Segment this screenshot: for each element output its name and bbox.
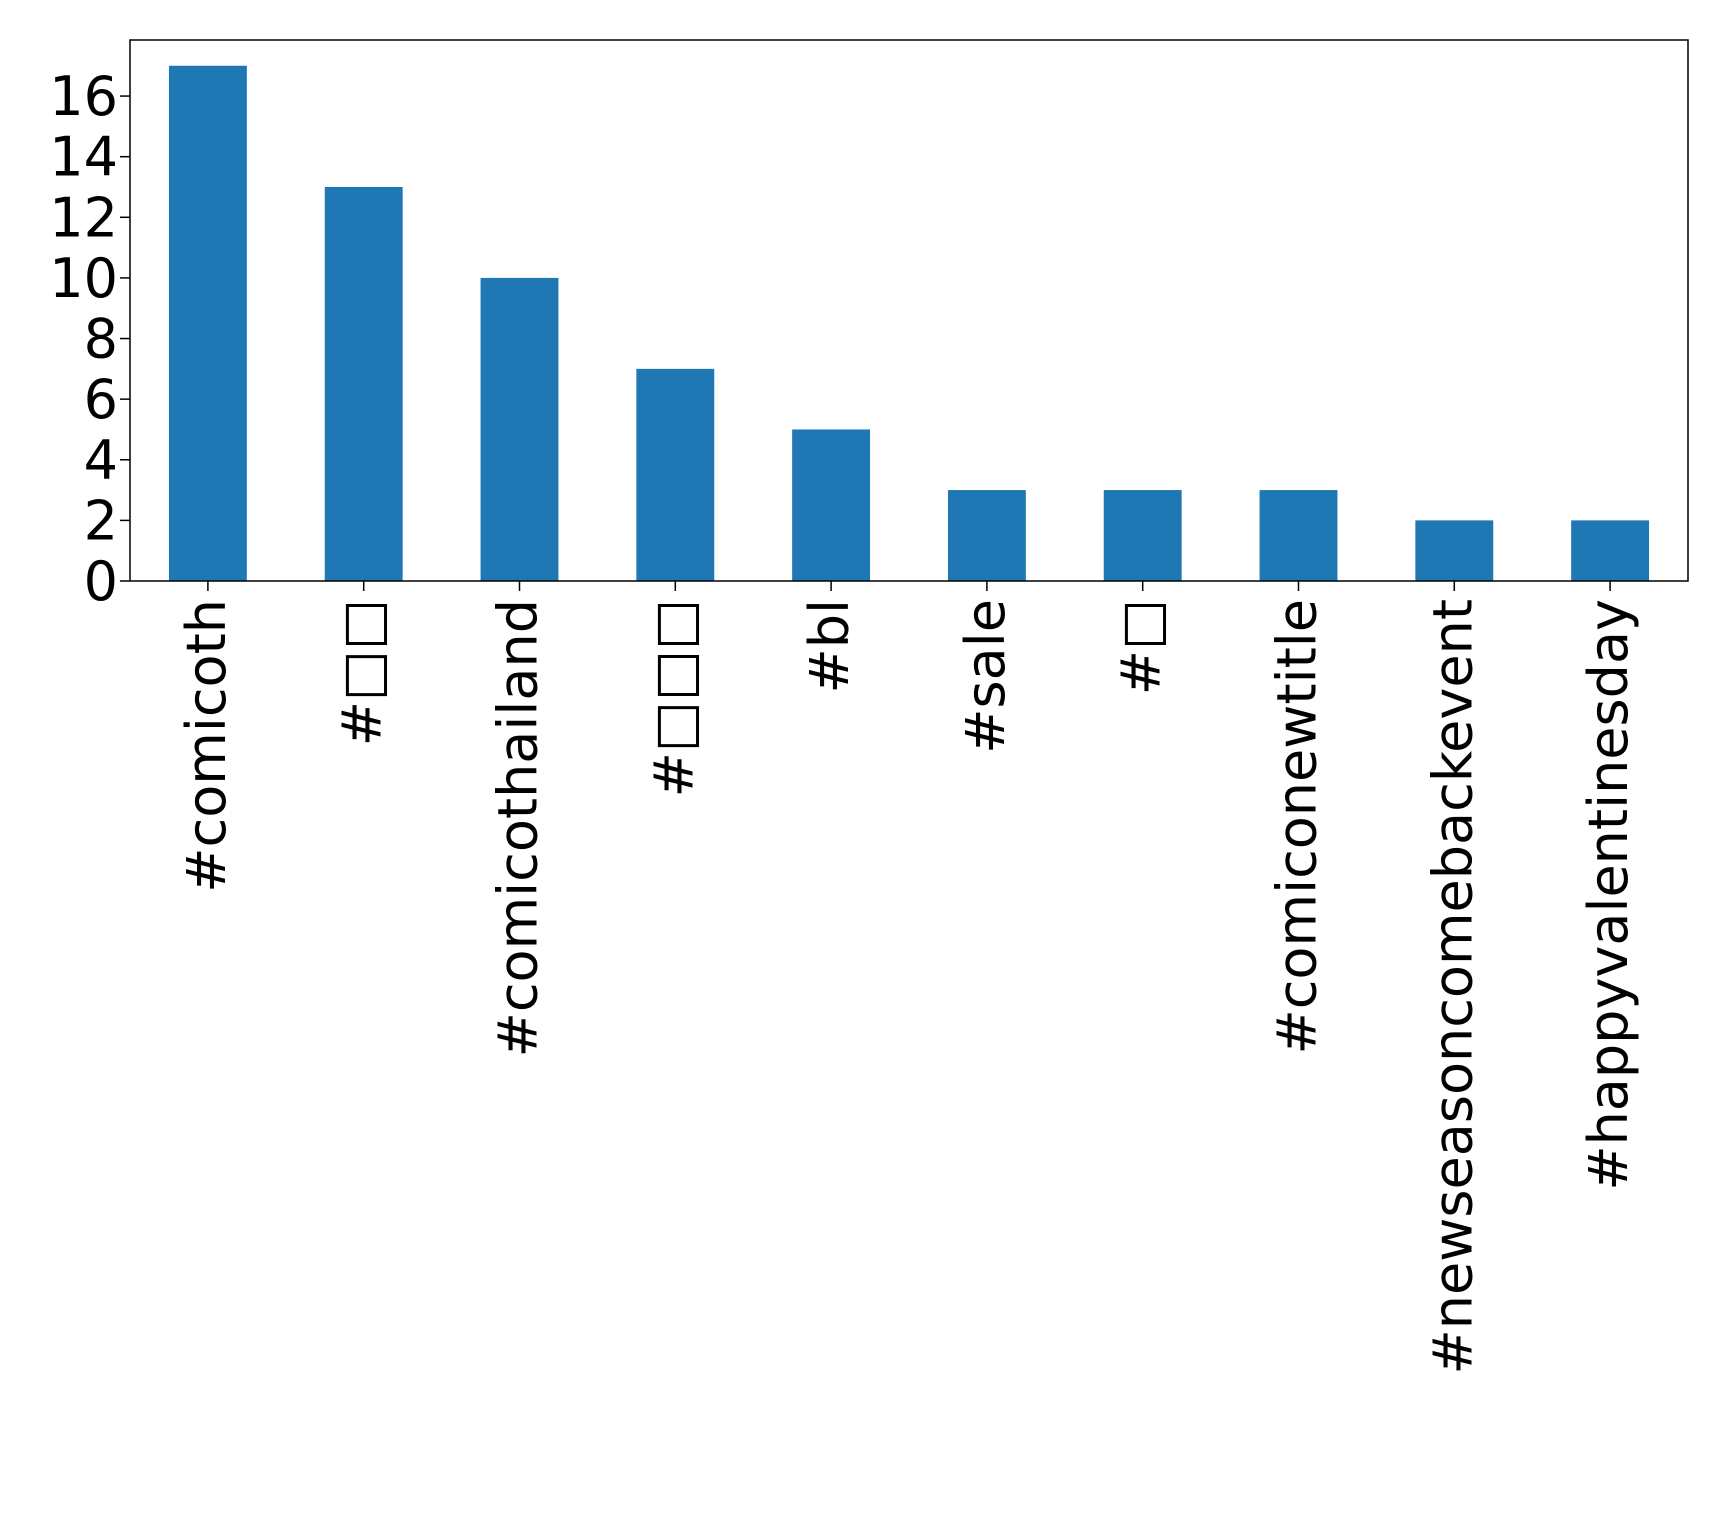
- x-axis: #comicoth #□□ #comicothailand #□□□ #bl #sale #…: [175, 581, 1640, 1374]
- x-tick-label: #□□: [331, 599, 394, 746]
- x-tick-label: #bl: [798, 599, 861, 694]
- bar: [480, 277, 559, 581]
- bar: [324, 186, 403, 582]
- x-tick-label: #comiconewtitle: [1266, 599, 1329, 1055]
- x-tick-label: #□: [1110, 599, 1173, 695]
- bar: [1571, 520, 1650, 581]
- x-tick-label: #□□□: [642, 599, 705, 797]
- x-tick-label: #sale: [954, 599, 1017, 754]
- bar: [1415, 520, 1494, 581]
- y-tick-label: 4: [84, 429, 118, 492]
- x-tick-label: #comicoth: [175, 599, 238, 893]
- bar: [1103, 490, 1182, 581]
- x-tick-label: #newseasoncomebackevent: [1421, 599, 1484, 1374]
- plot-area-frame: [129, 39, 1689, 582]
- x-tick-label: #happyvalentinesday: [1577, 599, 1640, 1191]
- x-tick-label: #comicothailand: [487, 599, 550, 1057]
- bar: [792, 429, 871, 581]
- y-tick-label: 6: [84, 368, 118, 431]
- bar: [1259, 490, 1338, 581]
- y-tick-label: 12: [49, 186, 118, 249]
- y-tick-label: 8: [84, 308, 118, 371]
- y-tick-label: 14: [49, 126, 118, 189]
- y-tick-label: 0: [84, 550, 118, 613]
- bars-group: [168, 65, 1650, 582]
- y-tick-label: 2: [84, 489, 118, 552]
- bar: [636, 368, 715, 581]
- y-tick-label: 16: [49, 65, 118, 128]
- y-tick-label: 10: [49, 247, 118, 310]
- bar: [168, 65, 247, 581]
- bar: [947, 490, 1026, 581]
